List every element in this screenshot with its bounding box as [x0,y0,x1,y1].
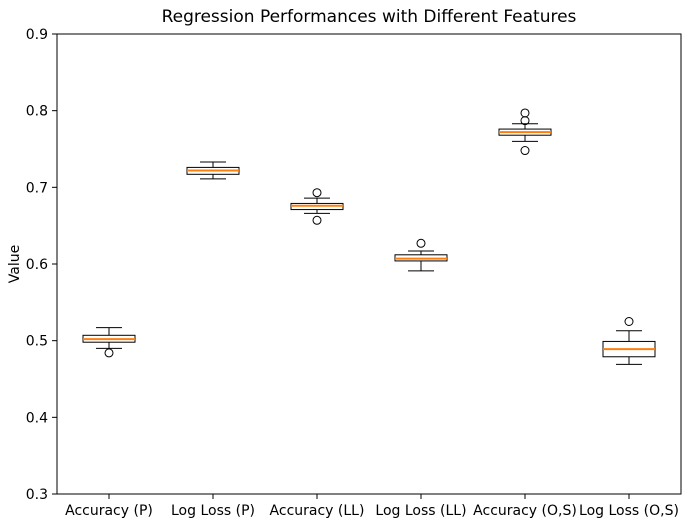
x-tick-label-accuracy-p: Accuracy (P) [65,503,153,519]
y-tick-label: 0.4 [26,410,48,426]
outlier-point-accuracy-p [104,348,114,358]
y-tick-label: 0.5 [26,334,48,350]
y-tick-label: 0.3 [26,487,48,503]
plot-border [56,33,682,495]
y-tick-label: 0.8 [26,104,48,120]
x-tick-label-log-loss-ll: Log Loss (LL) [375,503,466,519]
y-tick-label: 0.9 [26,27,48,43]
outlier-point-accuracy-ll [312,215,322,225]
y-axis-label: Value [7,244,23,284]
outlier-point-log-loss-o-s [624,317,634,326]
outlier-point-accuracy-o-s [520,146,530,156]
outlier-point-accuracy-o-s [520,116,530,126]
outlier-point-accuracy-ll [312,188,322,198]
chart-title: Regression Performances with Different F… [161,7,577,27]
y-tick-label: 0.6 [26,257,48,273]
x-tick-label-log-loss-p: Log Loss (P) [171,503,255,519]
x-tick-label-accuracy-o-s: Accuracy (O,S) [473,503,577,519]
y-tick-label: 0.7 [26,180,48,196]
x-tick-label-log-loss-o-s: Log Loss (O,S) [579,503,679,519]
outlier-point-log-loss-ll [416,238,426,248]
x-tick-label-accuracy-ll: Accuracy (LL) [270,503,365,519]
